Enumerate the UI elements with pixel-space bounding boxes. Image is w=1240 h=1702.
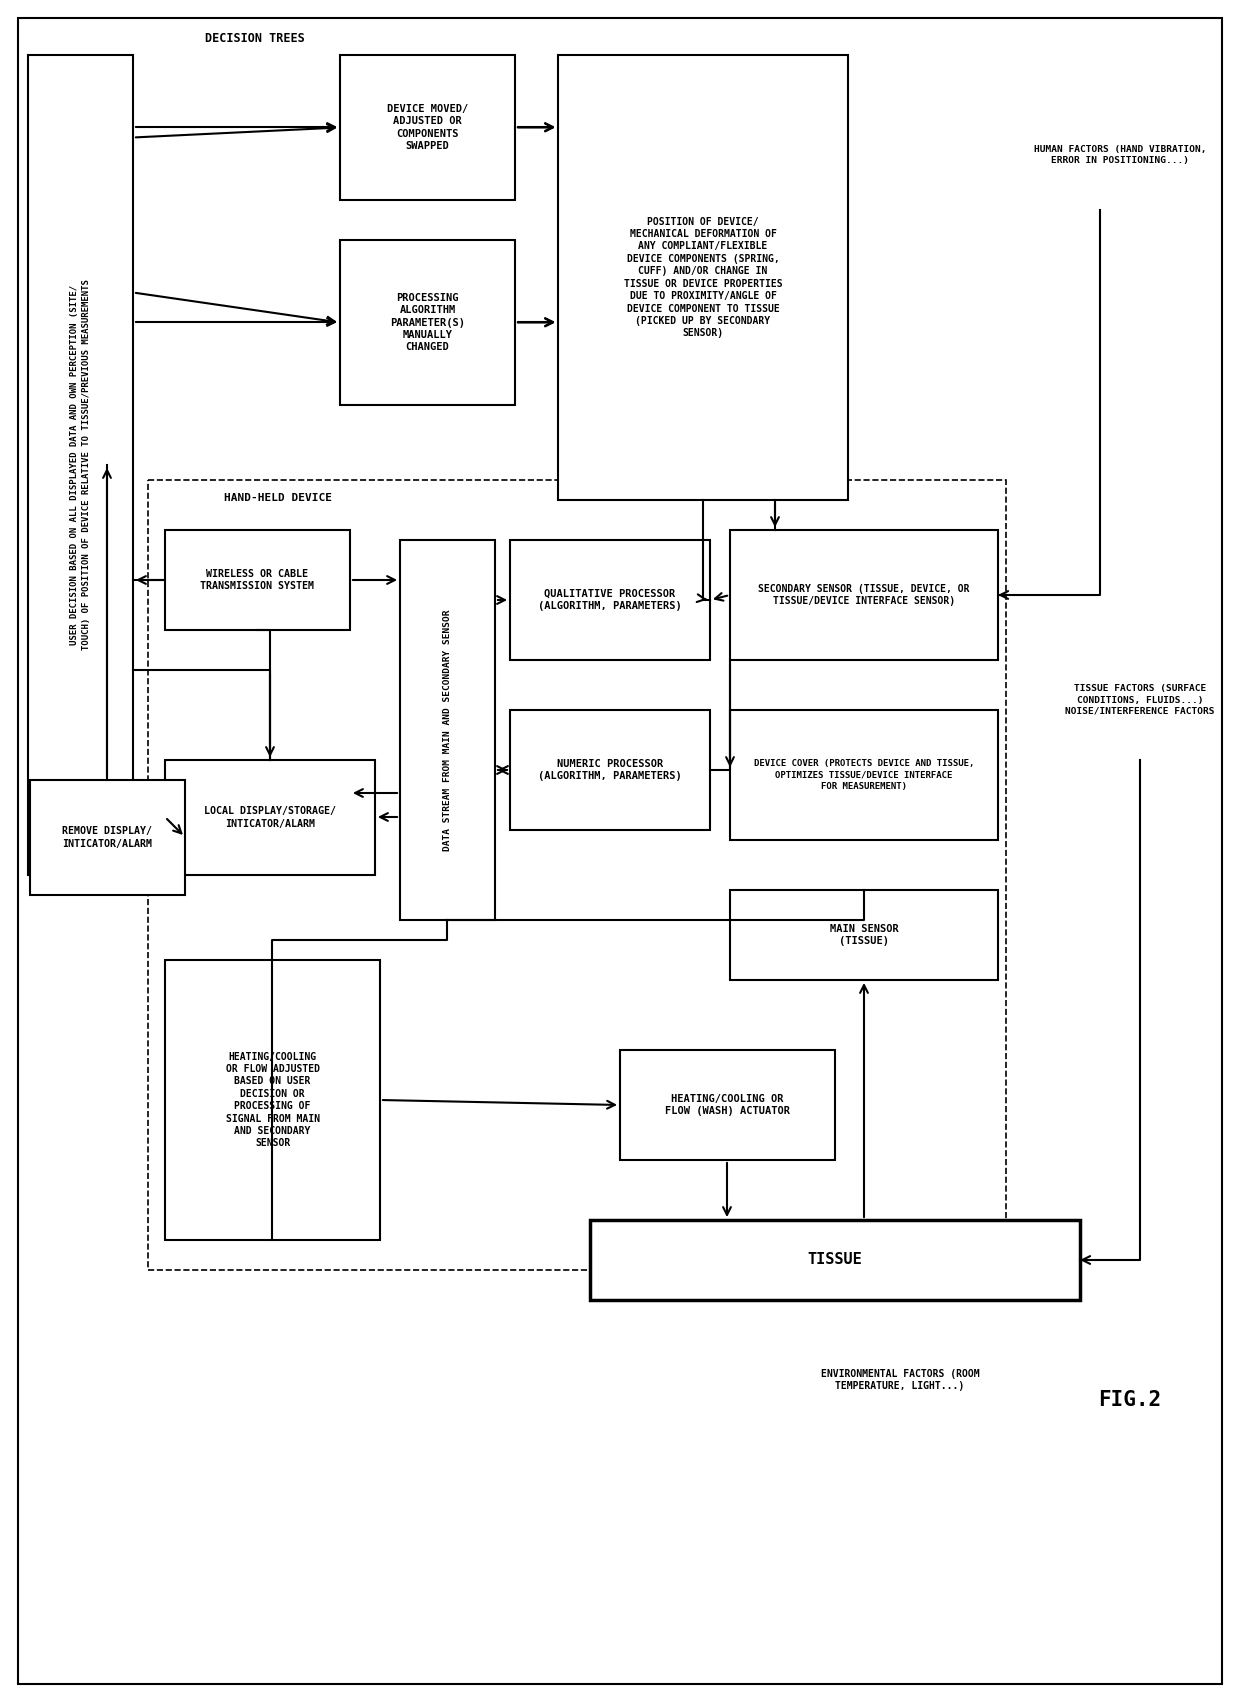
Bar (340, 54, 515, 201)
Text: WIRELESS OR CABLE
TRANSMISSION SYSTEM: WIRELESS OR CABLE TRANSMISSION SYSTEM (201, 568, 315, 591)
Bar (730, 710, 998, 841)
Bar (148, 480, 1006, 1270)
Text: SECONDARY SENSOR (TISSUE, DEVICE, OR
TISSUE/DEVICE INTERFACE SENSOR): SECONDARY SENSOR (TISSUE, DEVICE, OR TIS… (758, 584, 970, 606)
Text: TISSUE FACTORS (SURFACE
CONDITIONS, FLUIDS...)
NOISE/INTERFERENCE FACTORS: TISSUE FACTORS (SURFACE CONDITIONS, FLUI… (1065, 684, 1215, 715)
Text: QUALITATIVE PROCESSOR
(ALGORITHM, PARAMETERS): QUALITATIVE PROCESSOR (ALGORITHM, PARAME… (538, 589, 682, 611)
Text: HUMAN FACTORS (HAND VIBRATION,
ERROR IN POSITIONING...): HUMAN FACTORS (HAND VIBRATION, ERROR IN … (1034, 145, 1207, 165)
Text: PROCESSING
ALGORITHM
PARAMETER(S)
MANUALLY
CHANGED: PROCESSING ALGORITHM PARAMETER(S) MANUAL… (391, 293, 465, 352)
Bar (730, 890, 998, 980)
Bar (510, 710, 711, 831)
Text: DEVICE MOVED/
ADJUSTED OR
COMPONENTS
SWAPPED: DEVICE MOVED/ ADJUSTED OR COMPONENTS SWA… (387, 104, 469, 151)
Text: REMOVE DISPLAY/
INTICATOR/ALARM: REMOVE DISPLAY/ INTICATOR/ALARM (62, 825, 153, 849)
Text: HAND-HELD DEVICE: HAND-HELD DEVICE (224, 494, 332, 504)
Text: FIG.2: FIG.2 (1099, 1391, 1162, 1409)
Text: HEATING/COOLING
OR FLOW ADJUSTED
BASED ON USER
DECISION OR
PROCESSING OF
SIGNAL : HEATING/COOLING OR FLOW ADJUSTED BASED O… (226, 1052, 320, 1149)
Bar (29, 54, 133, 875)
Text: DECISION TREES: DECISION TREES (205, 32, 305, 44)
Text: LOCAL DISPLAY/STORAGE/
INTICATOR/ALARM: LOCAL DISPLAY/STORAGE/ INTICATOR/ALARM (205, 807, 336, 829)
Bar (165, 529, 350, 630)
Text: NUMERIC PROCESSOR
(ALGORITHM, PARAMETERS): NUMERIC PROCESSOR (ALGORITHM, PARAMETERS… (538, 759, 682, 781)
Bar (340, 240, 515, 405)
Bar (510, 540, 711, 660)
Bar (620, 1050, 835, 1161)
Text: TISSUE: TISSUE (807, 1253, 862, 1268)
Bar (165, 761, 374, 875)
Text: ENVIRONMENTAL FACTORS (ROOM
TEMPERATURE, LIGHT...): ENVIRONMENTAL FACTORS (ROOM TEMPERATURE,… (821, 1368, 980, 1391)
Bar (165, 960, 379, 1241)
Text: POSITION OF DEVICE/
MECHANICAL DEFORMATION OF
ANY COMPLIANT/FLEXIBLE
DEVICE COMP: POSITION OF DEVICE/ MECHANICAL DEFORMATI… (624, 216, 782, 339)
Text: USER DECISION BASED ON ALL DISPLAYED DATA AND OWN PERCEPTION (SITE/
TOUCH) OF PO: USER DECISION BASED ON ALL DISPLAYED DAT… (71, 279, 91, 650)
Bar (730, 529, 998, 660)
Bar (30, 780, 185, 895)
Bar (401, 540, 495, 921)
Text: HEATING/COOLING OR
FLOW (WASH) ACTUATOR: HEATING/COOLING OR FLOW (WASH) ACTUATOR (665, 1094, 790, 1117)
Bar (590, 1220, 1080, 1300)
Text: DEVICE COVER (PROTECTS DEVICE AND TISSUE,
OPTIMIZES TISSUE/DEVICE INTERFACE
FOR : DEVICE COVER (PROTECTS DEVICE AND TISSUE… (754, 759, 975, 791)
Text: DATA STREAM FROM MAIN AND SECONDARY SENSOR: DATA STREAM FROM MAIN AND SECONDARY SENS… (443, 609, 453, 851)
Text: MAIN SENSOR
(TISSUE): MAIN SENSOR (TISSUE) (830, 924, 898, 946)
Bar (558, 54, 848, 500)
